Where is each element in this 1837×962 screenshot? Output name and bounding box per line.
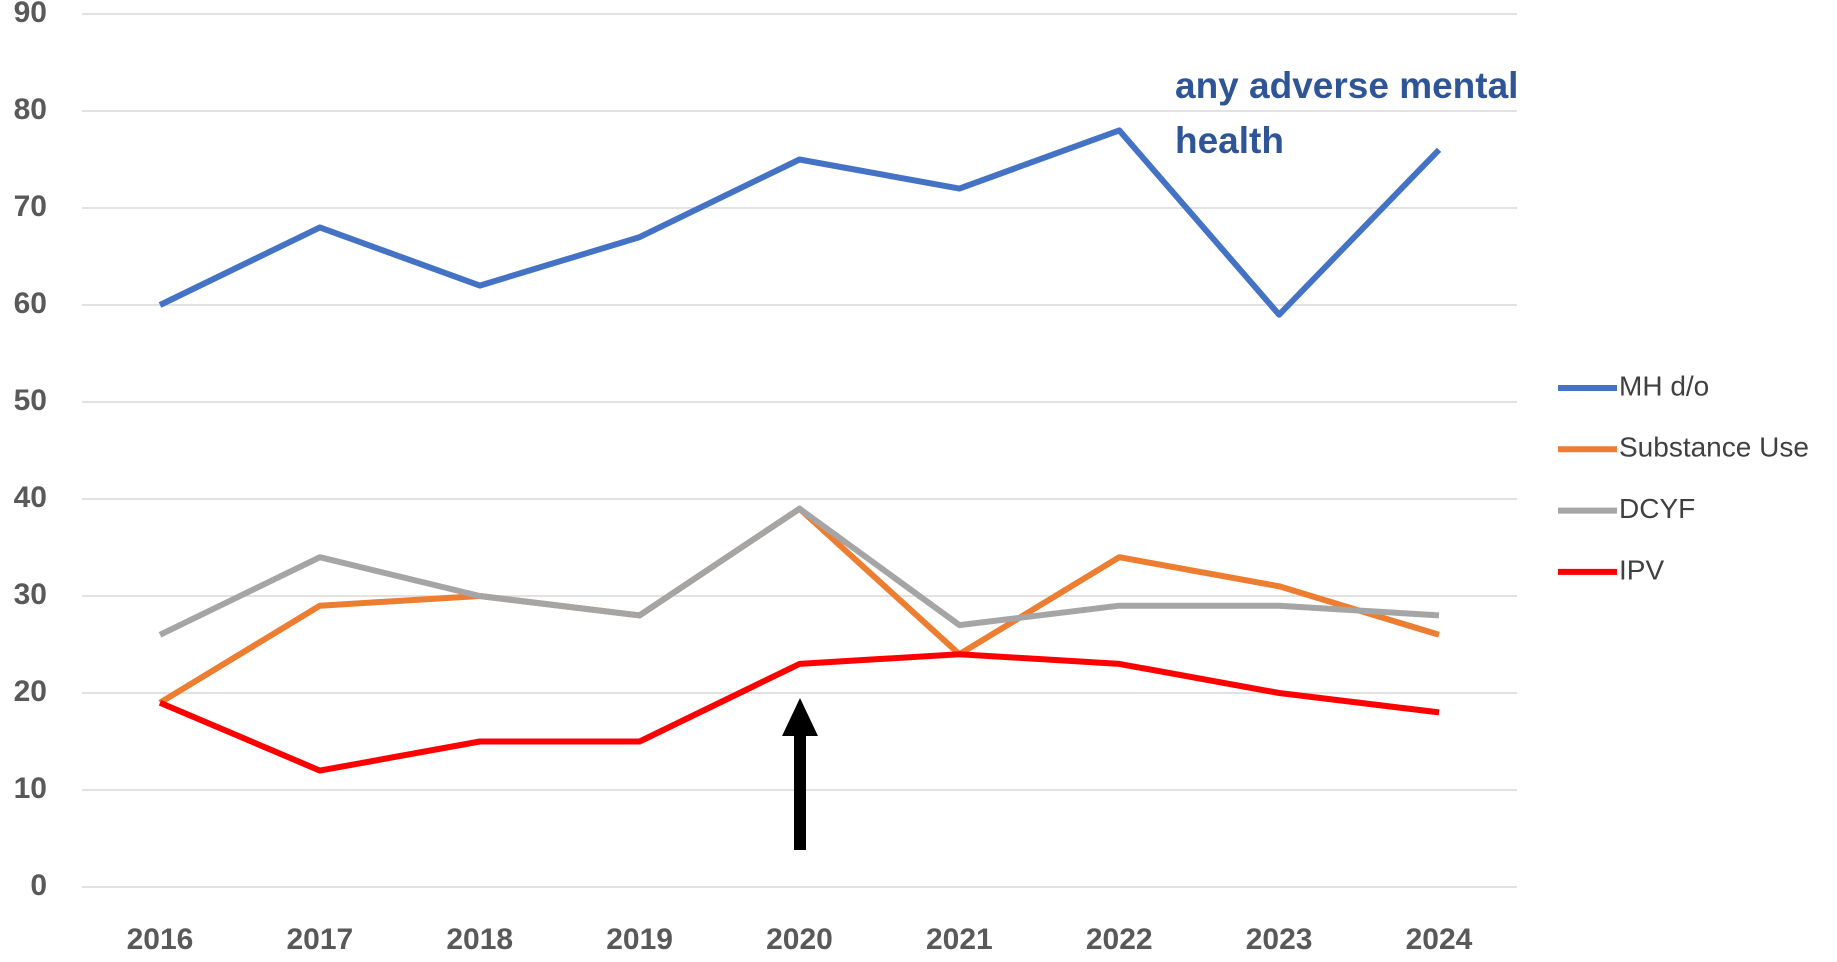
y-tick-label: 70 <box>14 190 47 223</box>
y-tick-label: 40 <box>14 481 47 514</box>
legend-label: Substance Use <box>1619 432 1809 463</box>
y-tick-label: 30 <box>14 578 47 611</box>
x-tick-label: 2024 <box>1406 923 1473 956</box>
legend-label: DCYF <box>1619 493 1695 524</box>
legend-label: IPV <box>1619 554 1664 585</box>
series-line <box>158 127 1442 318</box>
y-tick-label: 20 <box>14 675 47 708</box>
x-tick-label: 2020 <box>766 923 833 956</box>
y-tick-label: 50 <box>14 384 47 417</box>
annotation: any adverse mental <box>1175 65 1518 106</box>
annotation: health <box>1175 120 1284 161</box>
x-tick-label: 2023 <box>1246 923 1313 956</box>
series-line <box>158 505 1440 638</box>
x-tick-label: 2019 <box>606 923 673 956</box>
y-tick-label: 10 <box>14 772 47 805</box>
x-tick-label: 2022 <box>1086 923 1153 956</box>
grid <box>82 13 1517 888</box>
x-tick-label: 2021 <box>926 923 993 956</box>
legend-label: MH d/o <box>1619 370 1709 401</box>
series-line <box>158 651 1440 774</box>
arrow-head <box>782 698 818 736</box>
y-tick-label: 90 <box>14 0 47 29</box>
x-tick-label: 2018 <box>446 923 513 956</box>
x-tick-label: 2016 <box>127 923 194 956</box>
y-tick-label: 60 <box>14 287 47 320</box>
y-tick-label: 0 <box>30 869 47 902</box>
x-tick-label: 2017 <box>287 923 354 956</box>
lines <box>158 127 1442 774</box>
y-tick-label: 80 <box>14 93 47 126</box>
